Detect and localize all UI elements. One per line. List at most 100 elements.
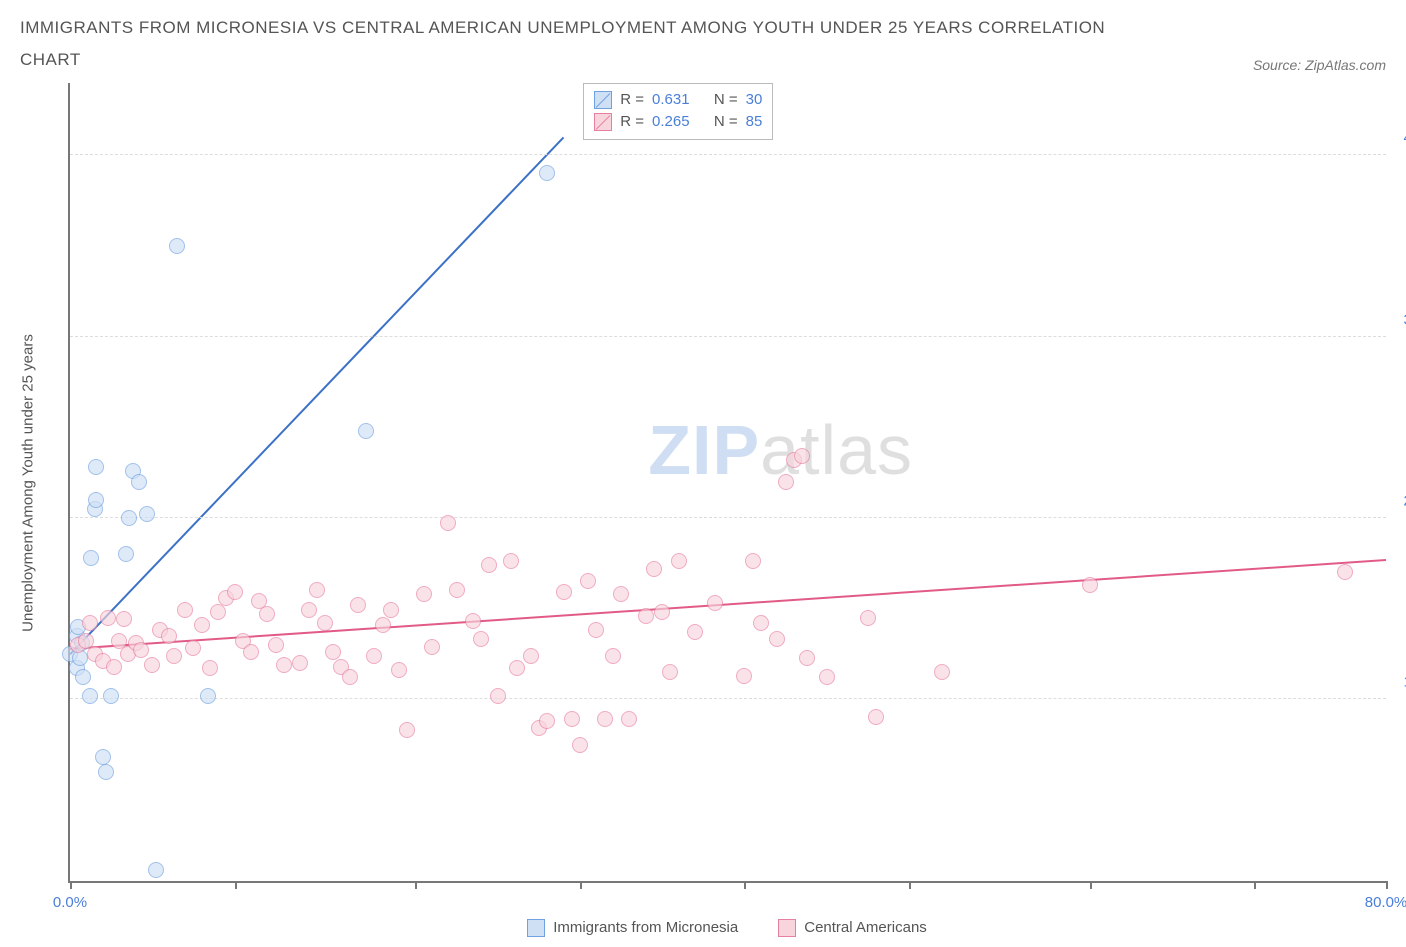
grid-line xyxy=(70,336,1386,337)
r-label: R = xyxy=(620,111,644,134)
grid-line xyxy=(70,154,1386,155)
data-point xyxy=(383,602,399,618)
x-tick xyxy=(1090,881,1092,889)
data-point xyxy=(133,642,149,658)
r-label: R = xyxy=(620,89,644,112)
x-tick xyxy=(415,881,417,889)
data-point xyxy=(440,515,456,531)
series-swatch xyxy=(594,113,612,131)
source-attribution: Source: ZipAtlas.com xyxy=(1253,57,1386,73)
data-point xyxy=(799,650,815,666)
data-point xyxy=(564,711,580,727)
y-tick-label: 20.0% xyxy=(1391,492,1406,509)
data-point xyxy=(166,648,182,664)
data-point xyxy=(605,648,621,664)
data-point xyxy=(375,617,391,633)
grid-line xyxy=(70,517,1386,518)
data-point xyxy=(82,615,98,631)
n-value: 30 xyxy=(746,89,763,112)
data-point xyxy=(509,660,525,676)
data-point xyxy=(82,688,98,704)
data-point xyxy=(399,722,415,738)
data-point xyxy=(210,604,226,620)
x-tick xyxy=(1254,881,1256,889)
data-point xyxy=(745,553,761,569)
data-point xyxy=(325,644,341,660)
data-point xyxy=(139,506,155,522)
data-point xyxy=(118,546,134,562)
x-tick-label: 0.0% xyxy=(53,894,87,911)
x-tick xyxy=(744,881,746,889)
data-point xyxy=(301,602,317,618)
data-point xyxy=(662,664,678,680)
data-point xyxy=(106,659,122,675)
data-point xyxy=(860,610,876,626)
data-point xyxy=(473,631,489,647)
y-tick-label: 30.0% xyxy=(1391,311,1406,328)
data-point xyxy=(449,582,465,598)
data-point xyxy=(202,660,218,676)
data-point xyxy=(100,610,116,626)
data-point xyxy=(342,669,358,685)
data-point xyxy=(391,662,407,678)
data-point xyxy=(481,557,497,573)
stats-row: R =0.631 N =30 xyxy=(594,89,762,112)
data-point xyxy=(227,584,243,600)
data-point xyxy=(366,648,382,664)
data-point xyxy=(1082,577,1098,593)
data-point xyxy=(75,669,91,685)
data-point xyxy=(736,668,752,684)
data-point xyxy=(503,553,519,569)
data-point xyxy=(556,584,572,600)
data-point xyxy=(868,709,884,725)
data-point xyxy=(416,586,432,602)
data-point xyxy=(88,492,104,508)
data-point xyxy=(819,669,835,685)
stats-row: R =0.265 N =85 xyxy=(594,111,762,134)
data-point xyxy=(358,423,374,439)
n-label: N = xyxy=(714,89,738,112)
data-point xyxy=(490,688,506,704)
y-tick-label: 40.0% xyxy=(1391,130,1406,147)
series-swatch xyxy=(594,91,612,109)
data-point xyxy=(200,688,216,704)
watermark-bold: ZIP xyxy=(648,411,760,489)
data-point xyxy=(116,611,132,627)
legend-swatch xyxy=(778,919,796,937)
data-point xyxy=(350,597,366,613)
legend-label: Immigrants from Micronesia xyxy=(553,919,738,936)
data-point xyxy=(88,459,104,475)
data-point xyxy=(539,165,555,181)
data-point xyxy=(144,657,160,673)
data-point xyxy=(243,644,259,660)
data-point xyxy=(539,713,555,729)
data-point xyxy=(638,608,654,624)
legend-item: Central Americans xyxy=(778,919,927,937)
data-point xyxy=(934,664,950,680)
data-point xyxy=(707,595,723,611)
x-tick xyxy=(70,881,72,889)
data-point xyxy=(597,711,613,727)
data-point xyxy=(317,615,333,631)
data-point xyxy=(769,631,785,647)
data-point xyxy=(161,628,177,644)
legend-label: Central Americans xyxy=(804,919,927,936)
data-point xyxy=(194,617,210,633)
data-point xyxy=(613,586,629,602)
data-point xyxy=(572,737,588,753)
legend: Immigrants from Micronesia Central Americ… xyxy=(68,919,1386,937)
data-point xyxy=(177,602,193,618)
n-value: 85 xyxy=(746,111,763,134)
data-point xyxy=(98,764,114,780)
data-point xyxy=(131,474,147,490)
legend-swatch xyxy=(527,919,545,937)
data-point xyxy=(103,688,119,704)
stats-box: R =0.631 N =30R =0.265 N =85 xyxy=(583,83,773,140)
data-point xyxy=(465,613,481,629)
trend-lines xyxy=(70,83,1386,881)
chart-container: Unemployment Among Youth under 25 years … xyxy=(20,83,1386,883)
r-value: 0.265 xyxy=(652,111,690,134)
data-point xyxy=(169,238,185,254)
data-point xyxy=(1337,564,1353,580)
data-point xyxy=(259,606,275,622)
